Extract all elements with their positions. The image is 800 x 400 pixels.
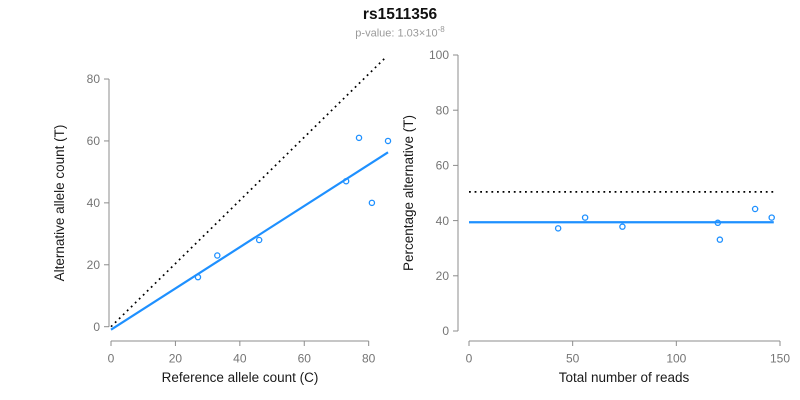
y-tick-label: 40	[87, 196, 101, 210]
x-tick-label: 0	[108, 352, 115, 366]
pvalue-text: p-value: 1.03×10	[355, 27, 438, 40]
y-tick-label: 100	[429, 48, 449, 62]
identity-line	[110, 55, 388, 328]
fit-line	[110, 151, 389, 331]
x-tick-label: 100	[666, 352, 686, 366]
y-tick-label: 80	[87, 72, 101, 86]
x-tick-label: 150	[770, 352, 790, 366]
panel-left: 0 20 40 60 80 0 20 40 60 80 Reference allele count…	[52, 55, 392, 385]
y-tick-label: 60	[87, 134, 101, 148]
y-axis-title: Percentage alternative (T)	[401, 115, 416, 271]
y-tick-label: 80	[436, 103, 450, 117]
y-tick-label: 0	[93, 320, 100, 334]
data-point	[255, 236, 263, 244]
x-tick-label: 50	[566, 352, 580, 366]
y-tick-label: 20	[436, 269, 450, 283]
panel-right: 0 20 40 60 80 100 0 50 100 150 Total number of rea…	[401, 48, 790, 385]
data-point	[554, 225, 562, 232]
data-point	[214, 252, 221, 259]
data-point	[768, 214, 775, 221]
y-tick-label: 40	[436, 214, 450, 228]
data-point	[384, 137, 392, 145]
plot-subtitle: p-value: 1.03×10-8	[0, 25, 800, 40]
x-tick-label: 0	[466, 352, 473, 366]
pvalue-exponent: -8	[437, 25, 445, 34]
y-tick-label: 20	[87, 258, 101, 272]
y-tick-label: 0	[442, 324, 449, 338]
x-axis-title: Total number of reads	[559, 370, 690, 385]
data-point	[581, 214, 589, 221]
data-point	[619, 223, 626, 230]
data-point	[368, 199, 376, 207]
data-point	[342, 177, 350, 185]
x-tick-label: 80	[362, 352, 376, 366]
data-point	[751, 205, 759, 213]
data-point	[714, 219, 722, 227]
data-point	[355, 134, 363, 142]
plot-title: rs1511356	[362, 6, 438, 23]
x-tick-label: 20	[169, 352, 183, 366]
data-point	[194, 273, 202, 281]
x-tick-label: 40	[233, 352, 247, 366]
data-point	[716, 236, 724, 243]
y-axis-title: Alternative allele count (T)	[52, 125, 67, 282]
x-tick-label: 60	[298, 352, 312, 366]
y-tick-label: 60	[436, 159, 450, 173]
x-axis-title: Reference allele count (C)	[162, 370, 319, 385]
